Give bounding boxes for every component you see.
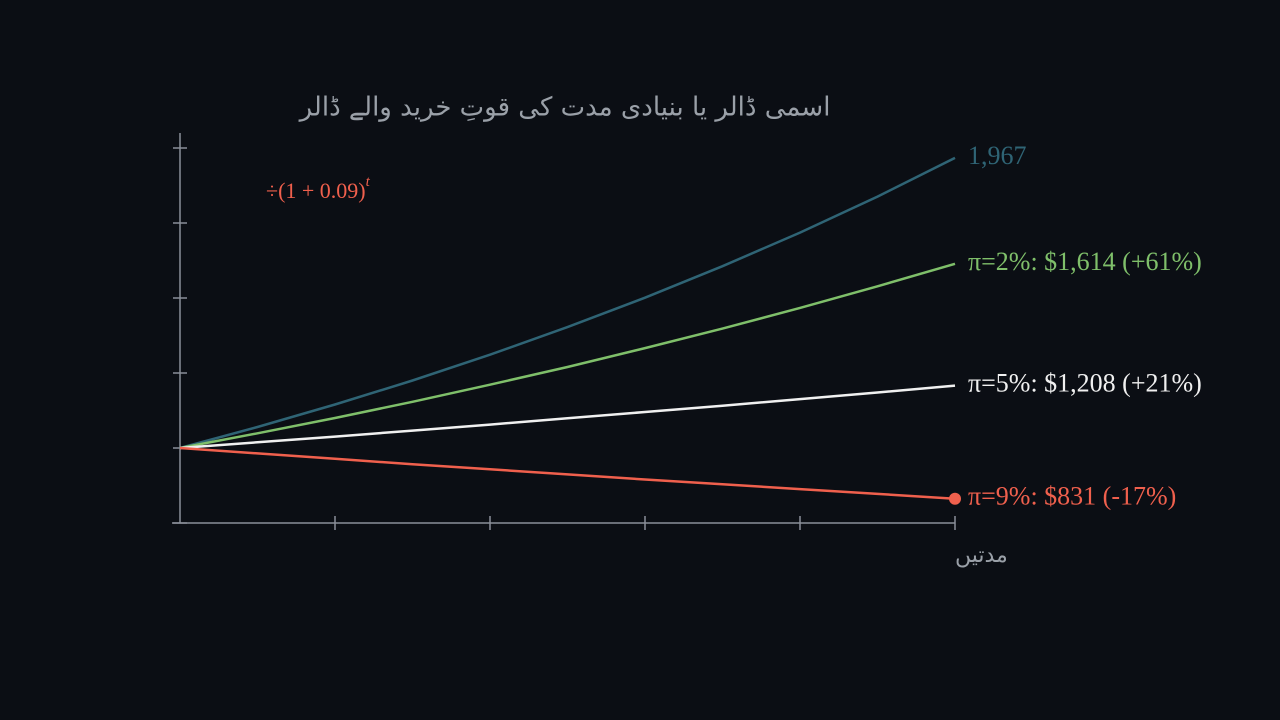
series-line <box>179 156 956 450</box>
series-label: π=2%: $1,614 (+61%) <box>968 247 1202 276</box>
annotation-text: ÷(1 + 0.09) <box>266 178 366 203</box>
series-line <box>179 384 956 450</box>
series-label: 1,967 <box>968 141 1027 170</box>
series-line <box>179 262 956 450</box>
annotation-superscript: t <box>366 174 371 190</box>
series-label: π=5%: $1,208 (+21%) <box>968 369 1202 398</box>
series-label: π=9%: $831 (-17%) <box>968 482 1176 511</box>
annotation: ÷(1 + 0.09)t <box>266 174 371 203</box>
chart-title: اسمی ڈالر یا بنیادی مدت کی قوتِ خرید وال… <box>298 93 831 123</box>
series-line <box>179 446 956 500</box>
end-marker <box>949 492 961 505</box>
x-axis-label: مدتیں <box>955 543 1008 568</box>
